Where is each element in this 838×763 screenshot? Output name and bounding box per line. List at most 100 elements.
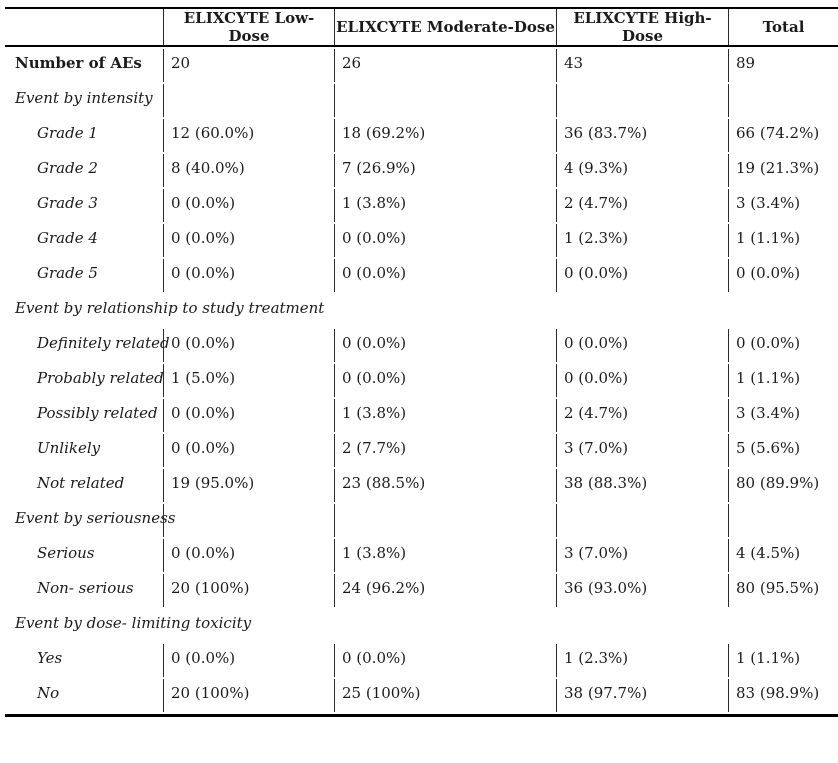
cell-value: 1 (3.8%) [334, 539, 556, 572]
cell-value: 36 (83.7%) [556, 119, 728, 152]
cell-value: 80 (89.9%) [728, 469, 838, 502]
cell-value [556, 504, 728, 537]
cell-value: 12 (60.0%) [163, 119, 334, 152]
cell-value [334, 504, 556, 537]
cell-value: 20 [163, 49, 334, 82]
row-label: Not related [37, 474, 125, 492]
cell-value: 23 (88.5%) [334, 469, 556, 502]
table-row-section-seriousness: Event by seriousness [5, 504, 838, 537]
row-label: Possibly related [37, 404, 158, 422]
column-header-low-dose: ELIXCYTE Low-Dose [163, 9, 334, 45]
cell-value: 19 (21.3%) [728, 154, 838, 187]
cell-value: 0 (0.0%) [334, 259, 556, 292]
cell-value [163, 504, 334, 537]
table-row-number-of-aes: Number of AEs 20 26 43 89 [5, 49, 838, 82]
row-label: No [37, 684, 60, 702]
cell-value: 0 (0.0%) [334, 329, 556, 362]
cell-value: 43 [556, 49, 728, 82]
cell-value: 0 (0.0%) [163, 224, 334, 257]
cell-value: 0 (0.0%) [163, 399, 334, 432]
cell-value: 20 (100%) [163, 574, 334, 607]
table-row-section-intensity: Event by intensity [5, 84, 838, 117]
table-row-possibly-related: Possibly related 0 (0.0%) 1 (3.8%) 2 (4.… [5, 399, 838, 432]
table-row-section-relationship: Event by relationship to study treatment [5, 294, 838, 327]
cell-value: 4 (9.3%) [556, 154, 728, 187]
cell-value: 18 (69.2%) [334, 119, 556, 152]
cell-value: 0 (0.0%) [163, 259, 334, 292]
table-row-grade-3: Grade 3 0 (0.0%) 1 (3.8%) 2 (4.7%) 3 (3.… [5, 189, 838, 222]
row-label: Grade 2 [37, 159, 98, 177]
cell-value: 2 (7.7%) [334, 434, 556, 467]
adverse-events-table: ELIXCYTE Low-Dose ELIXCYTE Moderate-Dose… [5, 7, 838, 717]
table-row-grade-2: Grade 2 8 (40.0%) 7 (26.9%) 4 (9.3%) 19 … [5, 154, 838, 187]
cell-value: 8 (40.0%) [163, 154, 334, 187]
table-row-serious: Serious 0 (0.0%) 1 (3.8%) 3 (7.0%) 4 (4.… [5, 539, 838, 572]
cell-value: 24 (96.2%) [334, 574, 556, 607]
table-row-not-related: Not related 19 (95.0%) 23 (88.5%) 38 (88… [5, 469, 838, 502]
table-row-definitely-related: Definitely related 0 (0.0%) 0 (0.0%) 0 (… [5, 329, 838, 362]
cell-value: 3 (3.4%) [728, 399, 838, 432]
cell-value: 1 (1.1%) [728, 644, 838, 677]
column-header-moderate-dose: ELIXCYTE Moderate-Dose [334, 9, 556, 45]
table-header-row: ELIXCYTE Low-Dose ELIXCYTE Moderate-Dose… [5, 9, 838, 47]
table-row-unlikely: Unlikely 0 (0.0%) 2 (7.7%) 3 (7.0%) 5 (5… [5, 434, 838, 467]
cell-value: 83 (98.9%) [728, 679, 838, 712]
cell-value: 80 (95.5%) [728, 574, 838, 607]
section-label: Event by seriousness [15, 509, 176, 527]
row-label: Non- serious [37, 579, 134, 597]
cell-value: 1 (1.1%) [728, 364, 838, 397]
cell-value: 20 (100%) [163, 679, 334, 712]
cell-value: 0 (0.0%) [728, 259, 838, 292]
cell-value: 1 (2.3%) [556, 224, 728, 257]
cell-value: 0 (0.0%) [163, 644, 334, 677]
cell-value [728, 504, 838, 537]
cell-value: 0 (0.0%) [163, 189, 334, 222]
section-label: Event by intensity [15, 89, 153, 107]
cell-value: 0 (0.0%) [163, 434, 334, 467]
cell-value [334, 84, 556, 117]
cell-value: 3 (7.0%) [556, 539, 728, 572]
row-label: Grade 1 [37, 124, 98, 142]
cell-value: 3 (3.4%) [728, 189, 838, 222]
cell-value: 1 (1.1%) [728, 224, 838, 257]
row-label: Number of AEs [15, 54, 142, 72]
cell-value: 5 (5.6%) [728, 434, 838, 467]
column-header-high-dose: ELIXCYTE High-Dose [556, 9, 728, 45]
cell-value: 3 (7.0%) [556, 434, 728, 467]
cell-value: 1 (3.8%) [334, 189, 556, 222]
cell-value: 4 (4.5%) [728, 539, 838, 572]
row-label: Grade 4 [37, 229, 98, 247]
cell-value: 2 (4.7%) [556, 399, 728, 432]
cell-value: 0 (0.0%) [163, 539, 334, 572]
cell-value: 26 [334, 49, 556, 82]
cell-value: 0 (0.0%) [334, 224, 556, 257]
cell-value [163, 84, 334, 117]
cell-value: 38 (97.7%) [556, 679, 728, 712]
table-row-grade-1: Grade 1 12 (60.0%) 18 (69.2%) 36 (83.7%)… [5, 119, 838, 152]
table-row-dlt-no: No 20 (100%) 25 (100%) 38 (97.7%) 83 (98… [5, 679, 838, 712]
cell-value: 0 (0.0%) [556, 364, 728, 397]
table-row-probably-related: Probably related 1 (5.0%) 0 (0.0%) 0 (0.… [5, 364, 838, 397]
cell-value [728, 84, 838, 117]
row-label: Grade 5 [37, 264, 98, 282]
cell-value: 19 (95.0%) [163, 469, 334, 502]
cell-value: 66 (74.2%) [728, 119, 838, 152]
table-row-grade-4: Grade 4 0 (0.0%) 0 (0.0%) 1 (2.3%) 1 (1.… [5, 224, 838, 257]
cell-value: 89 [728, 49, 838, 82]
section-label: Event by relationship to study treatment [15, 299, 325, 317]
cell-value: 1 (2.3%) [556, 644, 728, 677]
cell-value: 0 (0.0%) [556, 259, 728, 292]
cell-value: 38 (88.3%) [556, 469, 728, 502]
cell-value: 0 (0.0%) [556, 329, 728, 362]
row-label: Definitely related [37, 334, 170, 352]
cell-value: 1 (5.0%) [163, 364, 334, 397]
cell-value [556, 84, 728, 117]
cell-value: 7 (26.9%) [334, 154, 556, 187]
cell-value: 0 (0.0%) [163, 329, 334, 362]
cell-value: 0 (0.0%) [334, 644, 556, 677]
cell-value: 0 (0.0%) [728, 329, 838, 362]
cell-value: 25 (100%) [334, 679, 556, 712]
table-row-section-dose-limiting-toxicity: Event by dose- limiting toxicity [5, 609, 838, 642]
cell-value: 1 (3.8%) [334, 399, 556, 432]
cell-value: 2 (4.7%) [556, 189, 728, 222]
